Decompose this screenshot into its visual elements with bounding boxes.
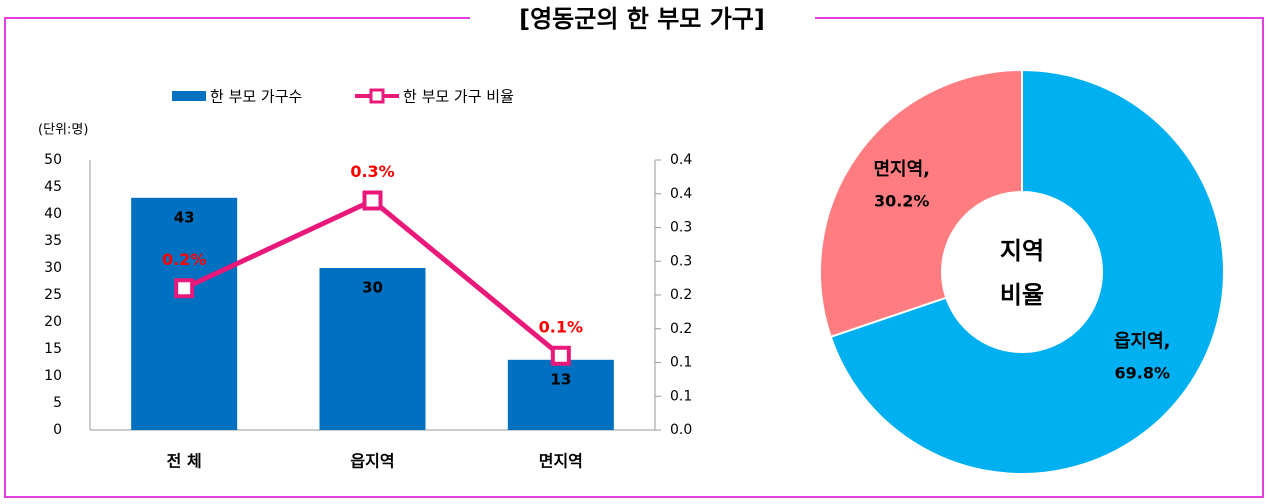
- line-marker: [550, 345, 571, 366]
- legend-swatch: [172, 91, 206, 101]
- y-tick-label: 5: [53, 395, 62, 411]
- bar-value-label: 30: [362, 279, 383, 297]
- unit-label: (단위:명): [38, 123, 88, 138]
- legend-marker: [369, 88, 385, 104]
- y-tick-label: 15: [44, 341, 62, 357]
- x-tick-label: 면지역: [539, 452, 583, 471]
- y-tick-label: 0: [53, 422, 62, 438]
- y-tick-label: 30: [44, 260, 62, 276]
- title-bg: [470, 2, 815, 36]
- center-label: 지역: [1000, 237, 1044, 265]
- y-tick-label: 50: [44, 152, 62, 168]
- x-tick-label: 읍지역: [350, 452, 394, 471]
- slice-category-label: 읍지역,: [1114, 331, 1171, 352]
- y2-tick-label: 0.1: [670, 388, 692, 404]
- y-tick-label: 20: [44, 314, 62, 330]
- slice-category-label: 면지역,: [873, 159, 930, 180]
- y2-tick-label: 0.4: [670, 152, 692, 168]
- y2-tick-label: 0.3: [670, 253, 692, 269]
- y2-tick-label: 0.4: [670, 186, 692, 202]
- bar: [507, 359, 614, 430]
- bar-value-label: 43: [174, 208, 195, 226]
- y-tick-label: 10: [44, 368, 62, 384]
- x-tick-label: 전 체: [167, 452, 202, 471]
- y-tick-label: 25: [44, 287, 62, 303]
- y2-tick-label: 0.1: [670, 355, 692, 371]
- line-marker: [362, 190, 383, 211]
- legend-label: 한 부모 가구 비율: [403, 88, 514, 106]
- y-tick-label: 45: [44, 179, 62, 195]
- line-value-label: 0.1%: [539, 317, 583, 336]
- bar: [319, 268, 426, 430]
- page-title: [영동군의 한 부모 가구]: [519, 5, 765, 33]
- y2-tick-label: 0.3: [670, 220, 692, 236]
- y-tick-label: 35: [44, 233, 62, 249]
- bar-value-label: 13: [550, 370, 571, 388]
- legend-label: 한 부모 가구수: [210, 88, 302, 106]
- slice-value-label: 69.8%: [1115, 364, 1171, 383]
- donut-slice: [819, 68, 1023, 339]
- center-label: 비율: [1000, 281, 1044, 309]
- line-value-label: 0.3%: [350, 162, 394, 181]
- y2-tick-label: 0.0: [670, 422, 692, 438]
- line-marker: [174, 278, 195, 299]
- y2-tick-label: 0.2: [670, 287, 692, 303]
- donut-slice: [829, 68, 1225, 475]
- y-tick-label: 40: [44, 206, 62, 222]
- line-value-label: 0.2%: [162, 250, 206, 269]
- y2-tick-label: 0.2: [670, 321, 692, 337]
- slice-value-label: 30.2%: [874, 191, 930, 210]
- bar: [131, 197, 238, 430]
